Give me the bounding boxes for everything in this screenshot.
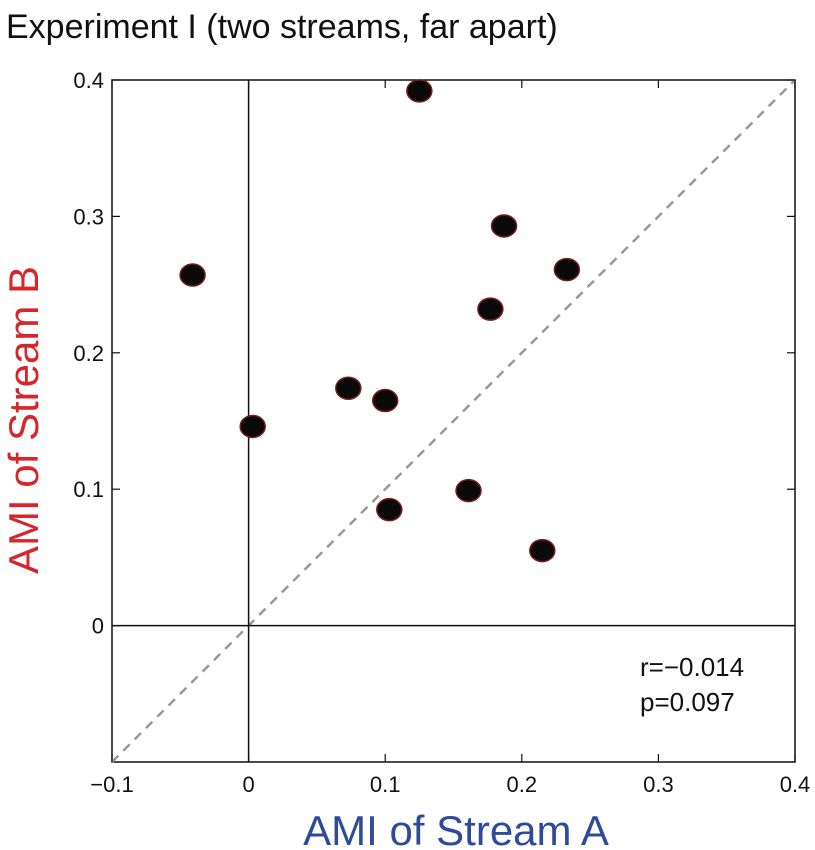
axis-ticks: −0.1 0 0.1 0.2 0.3 0.4 0 0.1 0.2 0.3 0.4 — [73, 68, 810, 797]
x-tick-label: 0.4 — [780, 772, 811, 797]
x-tick-label: 0.3 — [643, 772, 674, 797]
scatter-point — [477, 297, 504, 321]
y-tick-label: 0.4 — [73, 68, 104, 93]
scatter-point — [406, 79, 433, 103]
y-tick-label: 0.1 — [73, 477, 104, 502]
x-tick-label: 0.1 — [370, 772, 401, 797]
correlation-annotation: r=−0.014 — [640, 652, 744, 682]
x-tick-label: 0.2 — [507, 772, 538, 797]
y-tick-label: 0.2 — [73, 341, 104, 366]
identity-diagonal-line — [111, 79, 796, 763]
scatter-point — [376, 497, 403, 522]
data-points — [179, 79, 581, 563]
scatter-point — [239, 414, 266, 439]
y-tick-label: 0 — [92, 614, 104, 639]
scatter-point — [455, 478, 482, 503]
scatter-point — [179, 263, 206, 287]
scatter-point — [335, 376, 362, 401]
scatter-point — [371, 388, 399, 413]
x-tick-label: 0 — [242, 772, 254, 797]
x-tick-label: −0.1 — [90, 772, 133, 797]
scatter-point — [529, 538, 556, 563]
p-value-annotation: p=0.097 — [640, 687, 735, 717]
y-axis-label: AMI of Stream B — [0, 266, 47, 574]
scatter-point — [553, 257, 581, 282]
y-tick-label: 0.3 — [73, 204, 104, 229]
plot-area: −0.1 0 0.1 0.2 0.3 0.4 0 0.1 0.2 0.3 0.4 — [73, 68, 810, 797]
plot-frame — [111, 79, 796, 763]
scatter-point — [490, 214, 518, 238]
x-axis-label: AMI of Stream A — [303, 807, 609, 850]
chart-title: Experiment I (two streams, far apart) — [6, 8, 558, 46]
